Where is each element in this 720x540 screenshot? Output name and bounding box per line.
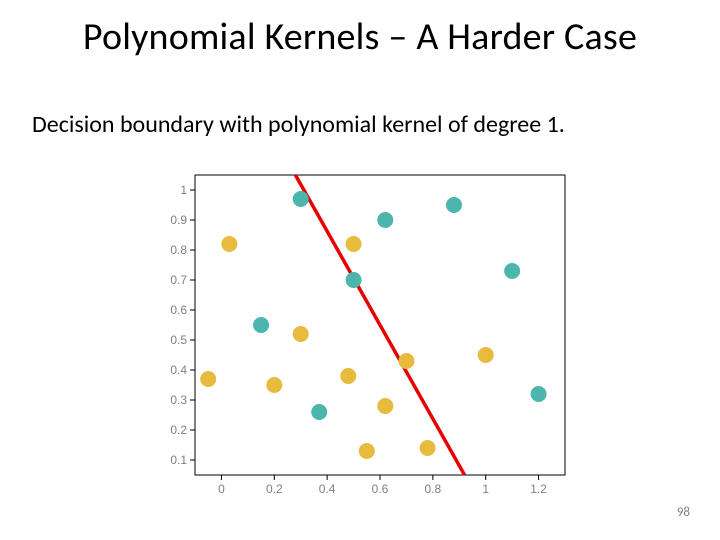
- point-class-a: [446, 197, 462, 213]
- point-class-a: [346, 272, 362, 288]
- page-number: 98: [677, 505, 690, 520]
- x-tick-label: 0.6: [372, 482, 389, 496]
- x-tick-label: 0.2: [266, 482, 283, 496]
- y-tick-label: 0.3: [170, 393, 187, 407]
- point-class-b: [221, 236, 237, 252]
- y-tick-label: 0.6: [170, 303, 187, 317]
- x-tick-label: 1.2: [530, 482, 547, 496]
- y-tick-label: 0.2: [170, 423, 187, 437]
- point-class-b: [398, 353, 414, 369]
- x-tick-label: 0.8: [425, 482, 442, 496]
- x-tick-label: 0.4: [319, 482, 336, 496]
- point-class-b: [293, 326, 309, 342]
- point-class-b: [420, 440, 436, 456]
- point-class-b: [346, 236, 362, 252]
- point-class-b: [377, 398, 393, 414]
- y-tick-label: 1: [180, 183, 187, 197]
- point-class-a: [311, 404, 327, 420]
- point-class-b: [200, 371, 216, 387]
- x-tick-label: 0: [218, 482, 225, 496]
- chart-svg: 0 0.2 0.4 0.6 0.8 1 1.2 0.1 0.2 0.3 0.4 0.5 0.6 0.7 0.…: [145, 165, 575, 505]
- page-title: Polynomial Kernels – A Harder Case: [0, 14, 720, 60]
- point-class-b: [478, 347, 494, 363]
- subtitle: Decision boundary with polynomial kernel…: [32, 110, 565, 139]
- y-tick-label: 0.7: [170, 273, 187, 287]
- y-tick-label: 0.8: [170, 243, 187, 257]
- y-tick-label: 0.4: [170, 363, 187, 377]
- y-tick-label: 0.9: [170, 213, 187, 227]
- point-class-a: [531, 386, 547, 402]
- point-class-b: [340, 368, 356, 384]
- scatter-chart: 0 0.2 0.4 0.6 0.8 1 1.2 0.1 0.2 0.3 0.4 0.5 0.6 0.7 0.…: [145, 165, 575, 505]
- point-class-b: [359, 443, 375, 459]
- point-class-a: [253, 317, 269, 333]
- y-tick-label: 0.5: [170, 333, 187, 347]
- point-class-b: [266, 377, 282, 393]
- point-class-a: [377, 212, 393, 228]
- point-class-a: [293, 191, 309, 207]
- point-class-a: [504, 263, 520, 279]
- y-tick-label: 0.1: [170, 453, 187, 467]
- x-tick-label: 1: [482, 482, 489, 496]
